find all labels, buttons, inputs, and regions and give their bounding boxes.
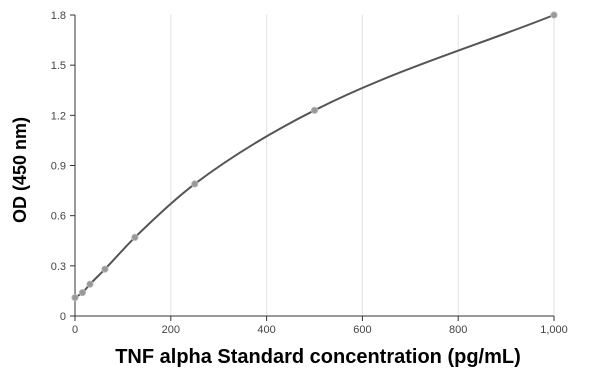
y-axis-title: OD (450 nm) bbox=[10, 117, 30, 223]
axes bbox=[74, 15, 554, 317]
x-tick-label: 1,000 bbox=[540, 324, 568, 336]
x-tick-label: 400 bbox=[257, 324, 275, 336]
x-tick-label: 200 bbox=[162, 324, 180, 336]
x-axis-title: TNF alpha Standard concentration (pg/mL) bbox=[115, 346, 521, 368]
y-tick-label: 1.8 bbox=[51, 10, 66, 22]
y-tick-label: 0.9 bbox=[51, 161, 66, 173]
data-point-4 bbox=[131, 233, 139, 242]
x-tick-label: 600 bbox=[353, 324, 371, 336]
fit-curve-line bbox=[74, 14, 555, 299]
data-point-6 bbox=[310, 106, 319, 114]
y-axis-ticks: 0 0.3 0.6 0.9 1.2 1.5 1.8 bbox=[51, 10, 75, 323]
y-tick-label: 1.5 bbox=[51, 60, 66, 72]
x-axis-ticks: 0 200 400 600 800 1,000 bbox=[72, 316, 568, 336]
y-tick-label: 0.6 bbox=[51, 211, 66, 223]
data-points bbox=[71, 11, 558, 302]
x-tick-label: 800 bbox=[449, 324, 467, 336]
data-point-0 bbox=[71, 294, 79, 302]
data-point-5 bbox=[191, 180, 199, 188]
x-tick-label: 0 bbox=[72, 324, 78, 336]
data-point-3 bbox=[101, 265, 109, 273]
vertical-gridlines bbox=[170, 15, 555, 316]
data-point-2 bbox=[86, 280, 94, 288]
y-tick-label: 0 bbox=[60, 311, 66, 323]
y-tick-label: 1.2 bbox=[51, 110, 66, 122]
data-point-1 bbox=[78, 288, 87, 297]
y-tick-label: 0.3 bbox=[51, 261, 66, 273]
data-point-7 bbox=[550, 11, 558, 19]
